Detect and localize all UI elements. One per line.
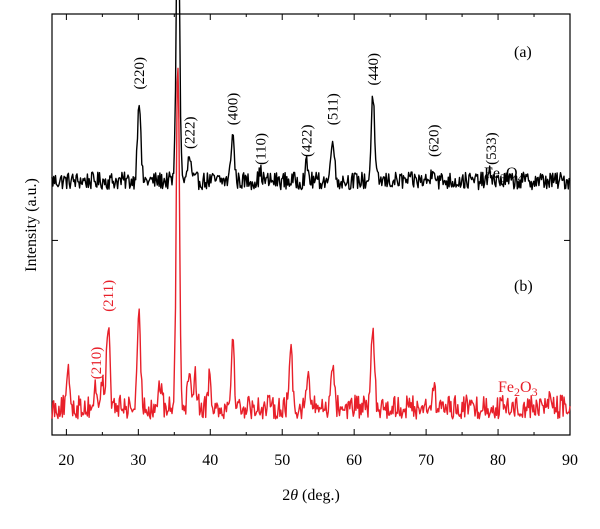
- x-tick-label: 70: [418, 452, 434, 469]
- x-tick-label: 80: [490, 452, 506, 469]
- series-line-fe3o4: [51, 0, 571, 191]
- x-tick-label: 60: [346, 452, 362, 469]
- series-layer: [51, 0, 571, 420]
- y-axis-title: Intensity (a.u.): [23, 178, 40, 272]
- peak-label: (511): [326, 93, 342, 125]
- x-tick-label: 30: [130, 452, 146, 469]
- series-label-fe3o4: Fe3O4: [484, 165, 524, 185]
- x-tick-label: 50: [274, 452, 290, 469]
- peak-label: (210): [89, 347, 105, 380]
- panel-label-a: (a): [514, 44, 532, 61]
- plot-frame: [51, 13, 571, 436]
- peak-labels: (220)(311)(222)(400)(110)(422)(511)(440)…: [89, 53, 500, 380]
- peak-label: (222): [182, 117, 198, 150]
- x-axis-title: 2θ (deg.): [282, 487, 340, 504]
- series-label-fe2o3: Fe2O3: [498, 379, 538, 399]
- x-tick-label: 40: [202, 452, 218, 469]
- peak-label: (533): [484, 132, 500, 165]
- peak-label: (211): [101, 280, 117, 312]
- peak-label: (220): [132, 57, 148, 90]
- peak-label: (620): [426, 124, 442, 157]
- x-tick-label: 20: [58, 452, 74, 469]
- peak-label: (440): [366, 53, 382, 86]
- series-line-fe2o3: [51, 67, 571, 420]
- peak-label: (400): [226, 93, 242, 126]
- peak-label: (422): [300, 124, 316, 157]
- x-ticks: 20 30 40 50 60 70 80 90: [58, 14, 578, 469]
- panel-label-b: (b): [514, 278, 533, 295]
- x-tick-label: 90: [562, 452, 578, 469]
- peak-label: (110): [254, 133, 270, 165]
